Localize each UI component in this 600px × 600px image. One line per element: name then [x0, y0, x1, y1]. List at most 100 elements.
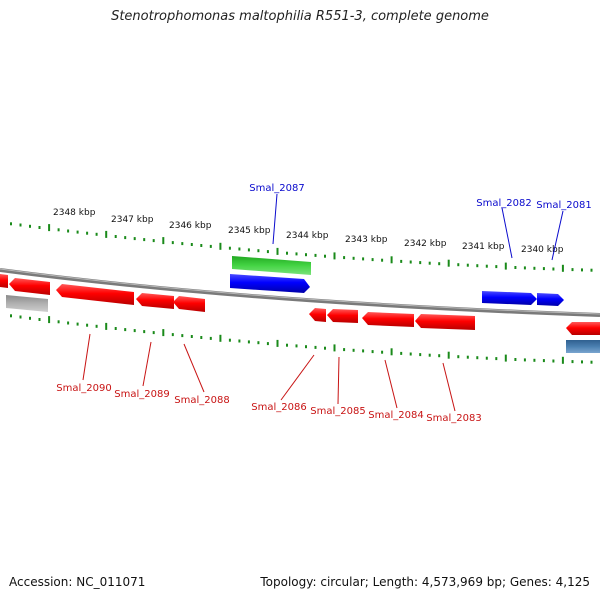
scale-tick-major — [504, 262, 507, 270]
gene-smal-2090[interactable] — [56, 284, 134, 305]
gene-label-smal-2088[interactable]: Smal_2088 — [174, 395, 229, 406]
gene-smal-2085[interactable] — [327, 309, 358, 323]
callout-line-smal-2086 — [280, 354, 315, 401]
scale-tick-minor — [286, 251, 288, 255]
scale-tick-minor — [238, 247, 241, 251]
genome-stats-text: Topology: circular; Length: 4,573,969 bp… — [260, 575, 590, 589]
scale-tick-minor — [400, 351, 403, 355]
scale-tick-minor — [466, 355, 469, 359]
scale-tick-minor — [95, 232, 98, 236]
scale-tick-minor — [409, 352, 412, 356]
scale-tick-minor — [409, 260, 412, 264]
gene-label-smal-2086[interactable]: Smal_2086 — [251, 402, 306, 413]
scale-tick-minor — [209, 244, 212, 248]
scale-ticks-lower — [10, 314, 593, 364]
scale-tick-minor — [428, 261, 431, 265]
scale-tick-major — [447, 351, 450, 359]
scale-tick-major — [390, 348, 393, 356]
scale-tick-minor — [133, 329, 136, 333]
gene-label-smal-2083[interactable]: Smal_2083 — [426, 413, 481, 424]
scale-tick-minor — [343, 256, 346, 260]
scale-tick-minor — [67, 229, 70, 233]
scale-tick-minor — [495, 265, 498, 269]
scale-tick-minor — [76, 322, 79, 326]
gene-smal-2081[interactable] — [537, 293, 564, 306]
scale-tick-major — [333, 344, 336, 352]
scale-tick-minor — [552, 359, 555, 363]
scale-tick-minor — [590, 268, 593, 272]
scale-tick-minor — [10, 314, 12, 318]
scale-tick-minor — [552, 267, 555, 271]
scale-tick-minor — [314, 253, 317, 257]
callout-line-smal-2085 — [337, 356, 340, 405]
gene-label-smal-2087[interactable]: Smal_2087 — [249, 183, 304, 194]
scale-tick-minor — [514, 358, 517, 361]
scale-label: 2345 kbp — [228, 226, 271, 236]
gene-smal-2082[interactable] — [482, 291, 537, 305]
scale-tick-minor — [381, 258, 384, 262]
gene-smal-2087[interactable] — [230, 274, 310, 293]
scale-tick-minor — [419, 353, 422, 357]
gene-feature-red[interactable] — [0, 274, 8, 288]
scale-tick-major — [162, 329, 165, 337]
gene-label-smal-2084[interactable]: Smal_2084 — [368, 410, 423, 421]
scale-tick-minor — [533, 266, 536, 270]
scale-tick-minor — [295, 252, 298, 256]
scale-tick-major — [276, 247, 279, 255]
scale-tick-minor — [200, 244, 203, 247]
gene-smal-2086[interactable] — [309, 308, 326, 322]
scale-tick-minor — [343, 348, 346, 352]
scale-tick-minor — [38, 318, 41, 321]
scale-tick-major — [105, 230, 108, 238]
gene-smal-2088[interactable] — [173, 296, 205, 312]
gene-feature-steel[interactable] — [566, 340, 600, 353]
scale-tick-minor — [19, 315, 22, 319]
gene-smal-2089[interactable] — [136, 293, 174, 309]
scale-label: 2347 kbp — [111, 215, 154, 225]
scale-tick-major — [219, 334, 222, 342]
scale-tick-minor — [95, 324, 98, 328]
scale-tick-major — [504, 354, 507, 362]
scale-tick-minor — [362, 257, 365, 261]
scale-tick-minor — [466, 263, 469, 267]
scale-tick-major — [333, 252, 336, 260]
scale-tick-minor — [171, 333, 174, 337]
scale-tick-minor — [571, 268, 574, 272]
scale-tick-minor — [10, 222, 12, 226]
scale-tick-minor — [352, 256, 355, 260]
gene-feature-red[interactable] — [9, 278, 50, 295]
scale-tick-minor — [305, 253, 307, 257]
scale-tick-minor — [238, 339, 241, 343]
gene-label-smal-2082[interactable]: Smal_2082 — [476, 198, 531, 209]
scale-tick-minor — [152, 331, 155, 335]
scale-label: 2346 kbp — [169, 221, 212, 231]
scale-tick-minor — [67, 321, 70, 325]
scale-tick-minor — [38, 226, 41, 229]
scale-tick-minor — [133, 237, 136, 241]
gene-label-smal-2081[interactable]: Smal_2081 — [536, 200, 591, 211]
gene-feature-red[interactable] — [566, 322, 600, 335]
scale-tick-minor — [419, 261, 422, 265]
accession-text: Accession: NC_011071 — [9, 575, 146, 589]
gene-label-smal-2085[interactable]: Smal_2085 — [310, 406, 365, 417]
scale-tick-major — [162, 237, 165, 245]
genome-backbone-highlight — [0, 268, 600, 315]
gene-label-smal-2089[interactable]: Smal_2089 — [114, 389, 169, 400]
scale-label: 2341 kbp — [462, 242, 505, 252]
scale-tick-major — [276, 339, 279, 347]
scale-tick-minor — [57, 228, 60, 232]
callout-line-smal-2083 — [442, 362, 456, 412]
scale-tick-minor — [428, 353, 431, 357]
scale-tick-minor — [247, 340, 250, 344]
gene-smal-2083[interactable] — [415, 314, 475, 330]
gene-feature-gray[interactable] — [6, 295, 48, 312]
gene-smal-2084[interactable] — [362, 312, 414, 327]
scale-tick-minor — [29, 224, 31, 228]
gene-label-smal-2090[interactable]: Smal_2090 — [56, 383, 111, 394]
scale-tick-minor — [200, 336, 203, 339]
scale-tick-minor — [476, 264, 479, 268]
scale-tick-minor — [152, 239, 155, 243]
gene-feature-green[interactable] — [232, 256, 311, 275]
scale-tick-minor — [324, 254, 326, 258]
